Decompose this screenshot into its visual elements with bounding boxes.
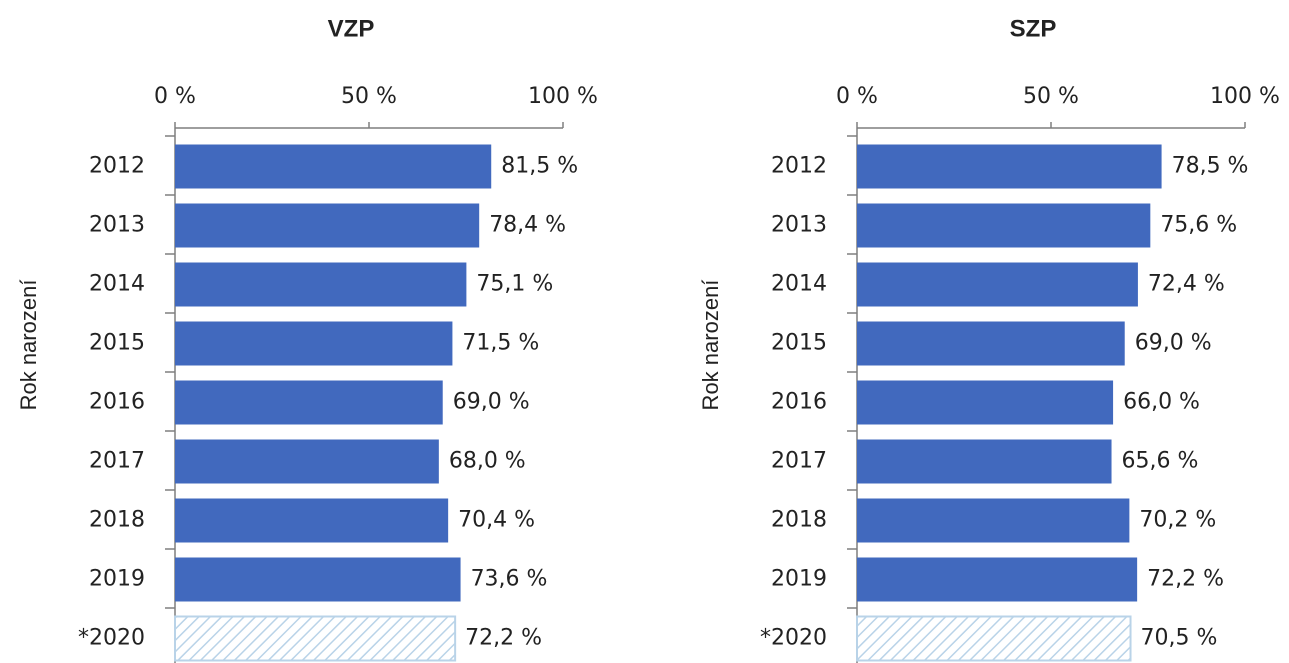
y-tick-label: *2020 <box>760 626 827 651</box>
value-label: 78,5 % <box>1172 154 1249 179</box>
bar <box>175 203 480 248</box>
bar <box>857 380 1114 425</box>
y-tick-label: 2015 <box>89 331 145 356</box>
bar <box>857 262 1138 307</box>
bar <box>175 262 467 307</box>
y-tick-label: 2017 <box>89 449 145 474</box>
value-label: 72,4 % <box>1148 272 1225 297</box>
y-tick-label: 2017 <box>771 449 827 474</box>
y-tick-label: 2018 <box>89 508 145 533</box>
y-tick-label: 2016 <box>89 390 145 415</box>
bar <box>857 144 1162 189</box>
bar <box>174 615 457 662</box>
bar <box>175 498 449 543</box>
y-axis-label: Rok narození <box>16 280 41 411</box>
x-tick-label: 50 % <box>341 84 397 109</box>
y-tick-label: 2018 <box>771 508 827 533</box>
x-tick-label: 100 % <box>528 84 598 109</box>
value-label: 68,0 % <box>449 449 526 474</box>
value-label: 71,5 % <box>462 331 539 356</box>
y-tick-label: 2015 <box>771 331 827 356</box>
x-tick-label: 100 % <box>1210 84 1280 109</box>
chart-title: SZP <box>1010 15 1057 42</box>
value-label: 72,2 % <box>1147 567 1224 592</box>
x-tick-label: 50 % <box>1023 84 1079 109</box>
y-tick-label: 2019 <box>771 567 827 592</box>
y-tick-label: 2014 <box>89 272 145 297</box>
bar <box>857 203 1151 248</box>
y-tick-label: 2012 <box>89 154 145 179</box>
bar <box>857 439 1112 484</box>
value-label: 65,6 % <box>1122 449 1199 474</box>
value-label: 73,6 % <box>471 567 548 592</box>
bar <box>175 439 439 484</box>
bar <box>175 321 453 366</box>
bar <box>175 144 492 189</box>
y-tick-label: 2014 <box>771 272 827 297</box>
y-tick-label: *2020 <box>78 626 145 651</box>
value-label: 75,6 % <box>1160 213 1237 238</box>
y-tick-label: 2013 <box>89 213 145 238</box>
value-label: 72,2 % <box>465 626 542 651</box>
y-axis-label: Rok narození <box>698 280 723 411</box>
y-tick-label: 2016 <box>771 390 827 415</box>
bar <box>857 498 1130 543</box>
bar <box>175 380 443 425</box>
bar <box>856 615 1132 662</box>
chart-title: VZP <box>328 15 375 42</box>
value-label: 75,1 % <box>476 272 553 297</box>
value-label: 70,2 % <box>1139 508 1216 533</box>
value-label: 81,5 % <box>501 154 578 179</box>
y-tick-label: 2012 <box>771 154 827 179</box>
y-tick-label: 2013 <box>771 213 827 238</box>
value-label: 69,0 % <box>453 390 530 415</box>
value-label: 70,4 % <box>458 508 535 533</box>
y-tick-label: 2019 <box>89 567 145 592</box>
bar <box>175 557 461 602</box>
x-tick-label: 0 % <box>836 84 878 109</box>
value-label: 70,5 % <box>1141 626 1218 651</box>
value-label: 69,0 % <box>1135 331 1212 356</box>
x-tick-label: 0 % <box>154 84 196 109</box>
bar <box>857 321 1125 366</box>
bar <box>857 557 1138 602</box>
value-label: 66,0 % <box>1123 390 1200 415</box>
value-label: 78,4 % <box>489 213 566 238</box>
